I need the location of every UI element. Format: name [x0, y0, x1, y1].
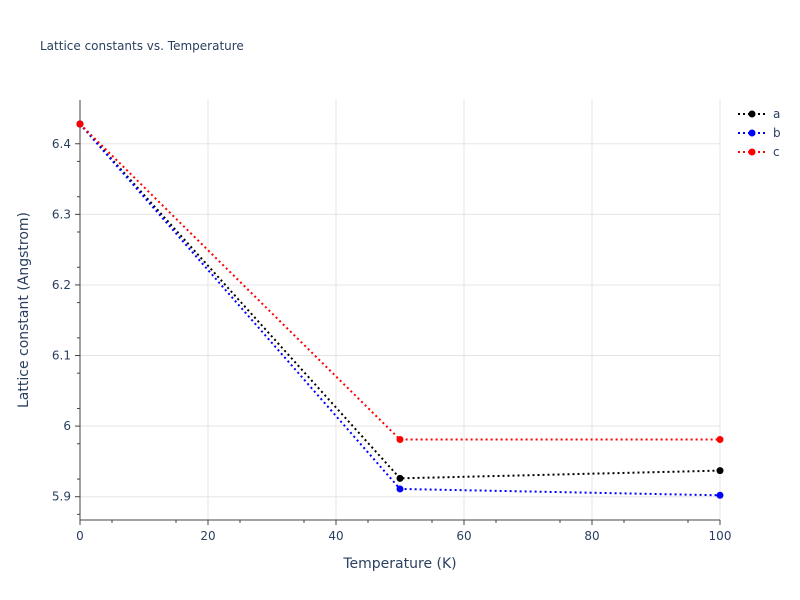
x-ticks: 0 20 40 60 80 100 — [76, 520, 731, 543]
legend[interactable]: abc — [738, 107, 781, 159]
legend-item-b[interactable]: b — [738, 126, 781, 140]
grid — [80, 100, 721, 520]
data-point-a — [716, 467, 724, 475]
x-tick-label: 40 — [328, 529, 343, 543]
x-tick-label: 80 — [584, 529, 599, 543]
data-point-c — [396, 436, 404, 444]
chart-title: Lattice constants vs. Temperature — [40, 39, 244, 53]
legend-item-a[interactable]: a — [738, 107, 780, 121]
legend-marker — [748, 148, 756, 156]
x-tick-label: 0 — [76, 529, 84, 543]
y-tick-label: 6 — [63, 419, 71, 433]
legend-label: a — [773, 107, 780, 121]
legend-label: b — [773, 126, 781, 140]
data-point-a — [396, 474, 404, 482]
data-point-b — [716, 491, 724, 499]
legend-label: c — [773, 145, 780, 159]
x-tick-label: 100 — [709, 529, 732, 543]
y-tick-label: 6.1 — [52, 349, 71, 363]
axes — [79, 100, 720, 521]
legend-item-c[interactable]: c — [738, 145, 780, 159]
data-point-b — [396, 485, 404, 493]
data-point-c — [716, 436, 724, 444]
y-tick-label: 6.4 — [52, 137, 71, 151]
data-point-c — [76, 120, 84, 128]
y-axis-title: Lattice constant (Angstrom) — [16, 212, 32, 408]
y-tick-label: 6.3 — [52, 207, 71, 221]
legend-marker — [748, 129, 756, 137]
x-tick-label: 60 — [456, 529, 471, 543]
series — [76, 120, 724, 499]
x-axis-title: Temperature (K) — [342, 556, 456, 572]
legend-marker — [748, 110, 756, 118]
x-tick-label: 20 — [200, 529, 215, 543]
series-line-a — [79, 123, 721, 480]
y-ticks: 5.9 6 6.1 6.2 6.3 6.4 — [52, 125, 80, 515]
y-tick-label: 5.9 — [52, 490, 71, 504]
y-tick-label: 6.2 — [52, 278, 71, 292]
